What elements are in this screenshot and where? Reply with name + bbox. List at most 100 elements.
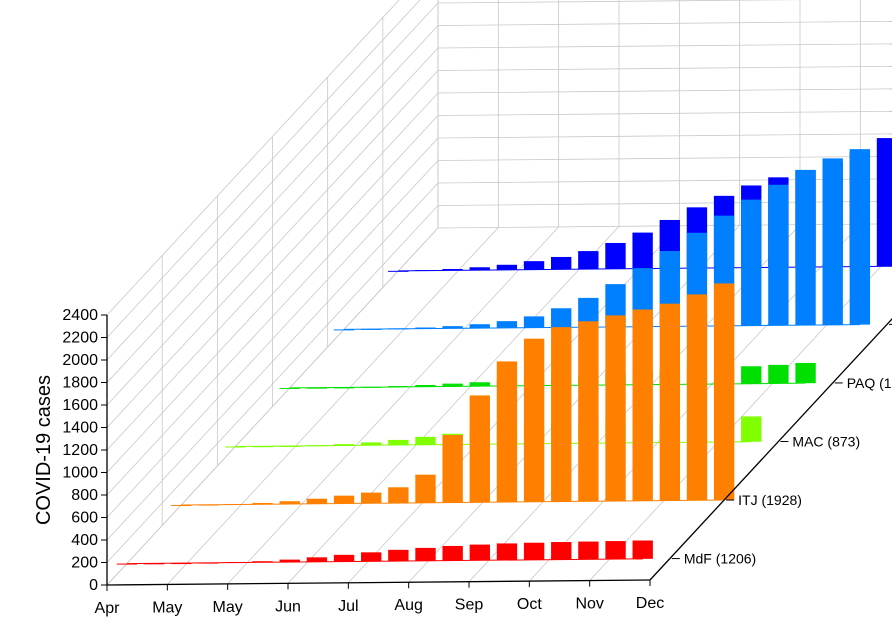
bar bbox=[279, 387, 300, 389]
bar bbox=[578, 541, 599, 560]
y-tick-label: 1800 bbox=[62, 375, 98, 392]
series-itj bbox=[170, 283, 735, 507]
bar bbox=[388, 487, 409, 504]
bar bbox=[659, 303, 681, 501]
bar bbox=[469, 382, 490, 387]
bar bbox=[442, 545, 463, 561]
bar bbox=[469, 267, 490, 271]
y-tick-label: 1000 bbox=[62, 465, 98, 482]
bar bbox=[442, 268, 463, 271]
series-label: ITJ (1928) bbox=[738, 492, 802, 508]
bar bbox=[388, 549, 409, 562]
x-tick-label: Apr bbox=[95, 600, 121, 617]
bar bbox=[768, 364, 789, 384]
bar bbox=[741, 199, 762, 326]
bar bbox=[496, 321, 518, 328]
bar bbox=[713, 283, 735, 501]
bar bbox=[876, 138, 892, 267]
y-tick-label: 2400 bbox=[62, 307, 98, 324]
series-baseline bbox=[343, 324, 860, 330]
bar bbox=[795, 362, 816, 384]
bar bbox=[550, 256, 572, 270]
bar bbox=[551, 308, 572, 328]
bar bbox=[605, 315, 626, 502]
bar bbox=[333, 554, 355, 562]
series-mac bbox=[225, 416, 762, 448]
bar bbox=[795, 169, 816, 326]
bar bbox=[523, 542, 545, 560]
bar bbox=[333, 444, 355, 446]
y-tick-label: 200 bbox=[71, 555, 98, 572]
series-mdf bbox=[116, 540, 653, 565]
y-tick-label: 0 bbox=[89, 577, 98, 594]
bar bbox=[578, 297, 599, 328]
bar bbox=[415, 436, 436, 445]
back-wall-hgrid bbox=[437, 0, 808, 4]
floor-depth-grid bbox=[227, 226, 559, 585]
y-axis-title: COVID-19 cases bbox=[33, 375, 55, 525]
back-wall-hgrid bbox=[437, 110, 892, 116]
bar bbox=[361, 492, 382, 504]
bar bbox=[279, 559, 300, 563]
bar bbox=[632, 232, 653, 269]
x-axis-line bbox=[106, 579, 651, 586]
floor-depth-grid bbox=[106, 227, 439, 586]
axes: VAR (1703)SSP (2335)PAQ (1970)MAC (873)I… bbox=[62, 307, 892, 617]
series-layer bbox=[116, 138, 892, 565]
x-tick-label: Aug bbox=[394, 597, 422, 614]
bar bbox=[170, 505, 192, 507]
back-wall-hgrid bbox=[437, 65, 892, 71]
bar bbox=[442, 326, 463, 329]
bar bbox=[333, 329, 355, 331]
y-tick-label: 1600 bbox=[62, 397, 98, 414]
bar bbox=[822, 158, 843, 325]
bar bbox=[388, 439, 409, 445]
bar bbox=[849, 149, 871, 325]
bar bbox=[768, 184, 789, 326]
bar bbox=[523, 316, 545, 328]
series-label: PAQ (1970) bbox=[847, 375, 892, 391]
bar bbox=[252, 561, 273, 563]
bar bbox=[686, 294, 708, 501]
back-wall-hgrid bbox=[437, 20, 892, 26]
series-var bbox=[388, 138, 892, 272]
bar bbox=[551, 327, 572, 502]
bar bbox=[469, 395, 490, 503]
bar bbox=[225, 446, 246, 448]
x-tick-label: Nov bbox=[575, 596, 603, 613]
y-tick-label: 1400 bbox=[62, 420, 98, 437]
bar bbox=[388, 270, 409, 272]
bar bbox=[551, 542, 572, 560]
series-label: MdF (1206) bbox=[684, 551, 756, 567]
back-wall-hgrid bbox=[437, 133, 892, 139]
bar bbox=[333, 495, 355, 504]
bar bbox=[578, 251, 599, 270]
bar bbox=[741, 366, 762, 384]
bar bbox=[442, 383, 463, 387]
bar bbox=[360, 442, 382, 446]
y-tick-label: 2000 bbox=[62, 352, 98, 369]
x-tick-label: May bbox=[152, 599, 182, 616]
bar bbox=[496, 543, 518, 561]
bar bbox=[279, 501, 300, 505]
series-baseline bbox=[181, 499, 725, 506]
bar bbox=[523, 261, 545, 270]
bar bbox=[415, 327, 436, 329]
series-label: MAC (873) bbox=[792, 433, 860, 449]
bar bbox=[415, 384, 436, 387]
y-tick-label: 1200 bbox=[62, 442, 98, 459]
x-tick-label: Oct bbox=[517, 596, 542, 613]
x-tick-label: Jun bbox=[275, 598, 301, 615]
floor-depth-grid bbox=[408, 224, 740, 583]
bar bbox=[523, 338, 545, 502]
back-wall-hgrid bbox=[437, 43, 892, 49]
x-tick-label: May bbox=[213, 599, 243, 616]
bar bbox=[741, 416, 762, 442]
floor-depth-grid bbox=[167, 227, 499, 585]
bar bbox=[306, 498, 328, 504]
back-wall-hgrid bbox=[437, 88, 892, 94]
bar bbox=[496, 264, 518, 270]
x-tick-label: Dec bbox=[636, 595, 664, 612]
